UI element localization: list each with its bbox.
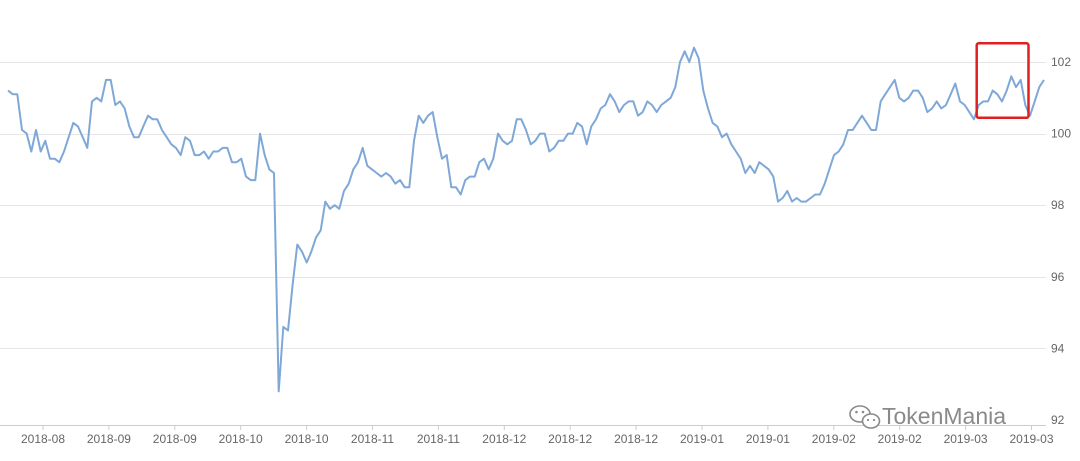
x-tick-label: 2018-12 [614, 432, 658, 446]
watermark-text: TokenMania [882, 403, 1006, 429]
x-axis: 2018-08 2018-09 2018-09 2018-10 2018-10 2018-… [21, 425, 1054, 446]
x-tick-label: 2018-12 [548, 432, 592, 446]
highlight-box [975, 42, 1030, 120]
x-tick-label: 2019-03 [1009, 432, 1053, 446]
x-tick-label: 2019-01 [680, 432, 724, 446]
x-tick-label: 2019-02 [878, 432, 922, 446]
x-tick-label: 2018-12 [482, 432, 526, 446]
x-tick-label: 2018-08 [21, 432, 65, 446]
y-tick-label: 100 [1051, 127, 1071, 141]
grid-lines [0, 62, 1046, 349]
watermark: TokenMania [849, 403, 1006, 429]
y-tick-label: 92 [1051, 413, 1065, 427]
x-tick-label: 2019-01 [746, 432, 790, 446]
y-axis: 92 94 96 98 100 102 [1051, 55, 1071, 427]
x-tick-label: 2018-11 [351, 432, 394, 446]
y-tick-label: 96 [1051, 270, 1065, 284]
y-tick-label: 98 [1051, 198, 1065, 212]
y-tick-label: 94 [1051, 341, 1065, 355]
x-tick-label: 2018-09 [153, 432, 197, 446]
x-tick-label: 2018-09 [87, 432, 131, 446]
y-tick-label: 102 [1051, 55, 1071, 69]
x-tick-label: 2018-10 [219, 432, 263, 446]
x-tick-label: 2019-03 [944, 432, 988, 446]
x-tick-label: 2018-10 [285, 432, 329, 446]
x-tick-label: 2018-11 [417, 432, 460, 446]
wechat-icon [849, 405, 881, 429]
series-line [7, 46, 1045, 393]
x-tick-label: 2019-02 [812, 432, 856, 446]
